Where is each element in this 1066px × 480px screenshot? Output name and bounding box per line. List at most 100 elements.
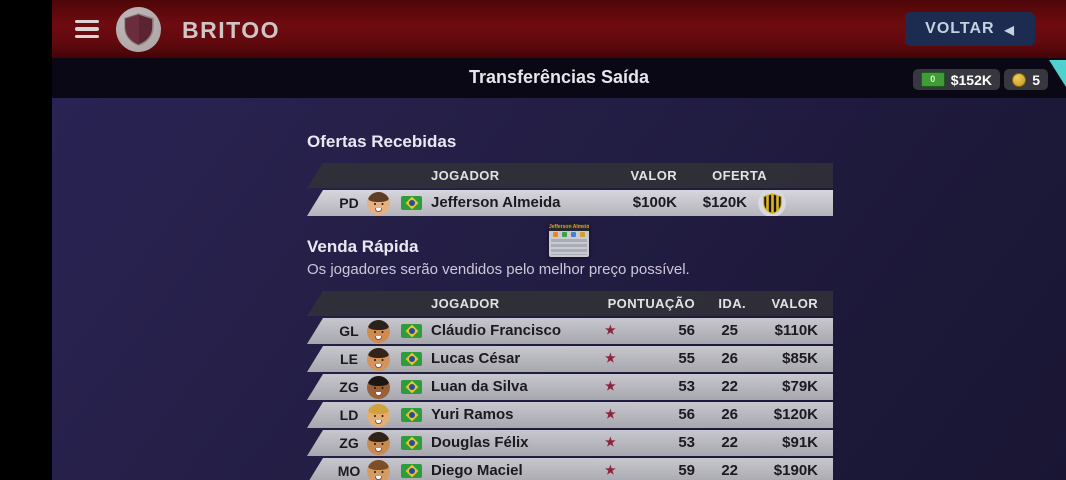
page-title: Transferências Saída <box>468 67 650 87</box>
offer-row[interactable]: PD Jefferson Almeida $100K $120K <box>307 190 833 216</box>
team-badge-icon[interactable] <box>116 7 161 52</box>
mini-card-title: Jefferson Almeida <box>549 224 589 231</box>
player-avatar-icon <box>367 375 390 399</box>
back-button[interactable]: VOLTAR ◀ <box>905 12 1035 46</box>
player-value: $91K <box>782 434 818 451</box>
brazil-flag-icon <box>401 196 422 210</box>
star-icon: ★ <box>605 323 616 337</box>
title-bar: Transferências Saída 0 $152K 5 <box>52 58 1066 98</box>
avatar-hair <box>368 459 389 470</box>
player-name: Diego Maciel <box>431 462 523 479</box>
cash-icon: 0 <box>920 72 945 87</box>
mini-card-stats-grid <box>551 239 587 255</box>
avatar-eyes <box>373 330 376 333</box>
player-age: 22 <box>721 462 738 479</box>
player-age: 26 <box>721 350 738 367</box>
player-rating: 53 <box>678 434 695 451</box>
quick-sale-row[interactable]: LD Yuri Ramos ★ 56 26 $120K <box>307 402 833 428</box>
avatar-hair <box>368 431 389 442</box>
coin-icon <box>1012 72 1027 87</box>
player-age: 25 <box>721 322 738 339</box>
avatar-hair <box>368 347 389 358</box>
star-icon: ★ <box>605 435 616 449</box>
avatar-mouth <box>375 336 382 340</box>
avatar-eyes <box>373 202 376 205</box>
player-age: 22 <box>721 434 738 451</box>
player-value: $120K <box>773 406 818 423</box>
player-name: Cláudio Francisco <box>431 322 562 339</box>
offers-column-header: JOGADOR <box>431 168 500 183</box>
avatar-mouth <box>375 208 382 212</box>
player-position: MO <box>337 463 361 479</box>
player-position: LE <box>340 351 358 367</box>
player-name: Luan da Silva <box>431 378 528 395</box>
avatar-mouth <box>375 392 382 396</box>
player-name: Lucas César <box>431 350 521 367</box>
player-avatar-icon <box>367 191 390 215</box>
player-name: Jefferson Almeida <box>431 194 561 211</box>
avatar-mouth <box>375 448 382 452</box>
quick-sale-column-header: JOGADOR <box>431 296 500 311</box>
mini-card-icons <box>549 231 589 237</box>
menu-icon[interactable] <box>75 16 99 42</box>
player-age: 26 <box>721 406 738 423</box>
offers-column-header: VALOR <box>630 168 677 183</box>
player-mini-card[interactable]: Jefferson Almeida <box>549 224 589 257</box>
quick-sale-row[interactable]: MO Diego Maciel ★ 59 22 $190K <box>307 458 833 480</box>
star-icon: ★ <box>605 351 616 365</box>
cash-balance[interactable]: 0 $152K <box>912 69 1000 90</box>
quick-sale-column-header: IDA. <box>718 296 746 311</box>
player-rating: 56 <box>678 322 695 339</box>
player-value: $190K <box>773 462 818 479</box>
player-value: $85K <box>782 350 818 367</box>
brazil-flag-icon <box>401 436 422 450</box>
quick-sale-column-header: VALOR <box>771 296 818 311</box>
quick-sale-row[interactable]: GL Cláudio Francisco ★ 56 25 $110K <box>307 318 833 344</box>
player-position: ZG <box>339 435 359 451</box>
avatar-hair <box>368 403 389 414</box>
player-value: $110K <box>774 322 818 339</box>
avatar-mouth <box>375 420 382 424</box>
player-value: $79K <box>782 378 818 395</box>
player-avatar-icon <box>367 459 390 480</box>
team-name: BRITOO <box>182 17 281 43</box>
avatar-mouth <box>375 364 382 368</box>
coin-balance[interactable]: 5 <box>1004 69 1048 90</box>
brazil-flag-icon <box>401 408 422 422</box>
player-rating: 55 <box>678 350 695 367</box>
player-position: ZG <box>339 379 359 395</box>
back-button-label: VOLTAR <box>925 20 995 37</box>
player-avatar-icon <box>367 319 390 343</box>
brazil-flag-icon <box>401 464 422 478</box>
player-value: $100K <box>632 194 677 211</box>
avatar-hair <box>368 319 389 330</box>
star-icon: ★ <box>605 463 616 477</box>
offers-column-header: OFERTA <box>712 168 767 183</box>
star-icon: ★ <box>605 379 616 393</box>
quick-sale-row[interactable]: ZG Douglas Félix ★ 53 22 $91K <box>307 430 833 456</box>
player-avatar-icon <box>367 347 390 371</box>
avatar-hair <box>368 375 389 386</box>
offering-club-badge-icon <box>758 190 786 216</box>
quick-sale-heading: Venda Rápida <box>307 237 419 256</box>
top-bar: BRITOO VOLTAR ◀ <box>52 0 1066 58</box>
quick-sale-subtitle: Os jogadores serão vendidos pelo melhor … <box>307 261 690 278</box>
player-age: 22 <box>721 378 738 395</box>
avatar-eyes <box>373 470 376 473</box>
quick-sale-row[interactable]: ZG Luan da Silva ★ 53 22 $79K <box>307 374 833 400</box>
avatar-eyes <box>373 414 376 417</box>
brazil-flag-icon <box>401 380 422 394</box>
player-rating: 56 <box>678 406 695 423</box>
player-position: LD <box>339 407 359 423</box>
player-avatar-icon <box>367 403 390 427</box>
player-rating: 53 <box>678 378 695 395</box>
quick-sale-table-header: JOGADOR PONTUAÇÃO IDA. VALOR <box>307 291 833 316</box>
avatar-eyes <box>373 386 376 389</box>
player-position: GL <box>339 323 359 339</box>
player-rating: 59 <box>678 462 695 479</box>
offers-table-header: JOGADOR VALOR OFERTA <box>307 163 833 188</box>
quick-sale-row[interactable]: LE Lucas César ★ 55 26 $85K <box>307 346 833 372</box>
avatar-mouth <box>375 476 382 480</box>
star-icon: ★ <box>605 407 616 421</box>
